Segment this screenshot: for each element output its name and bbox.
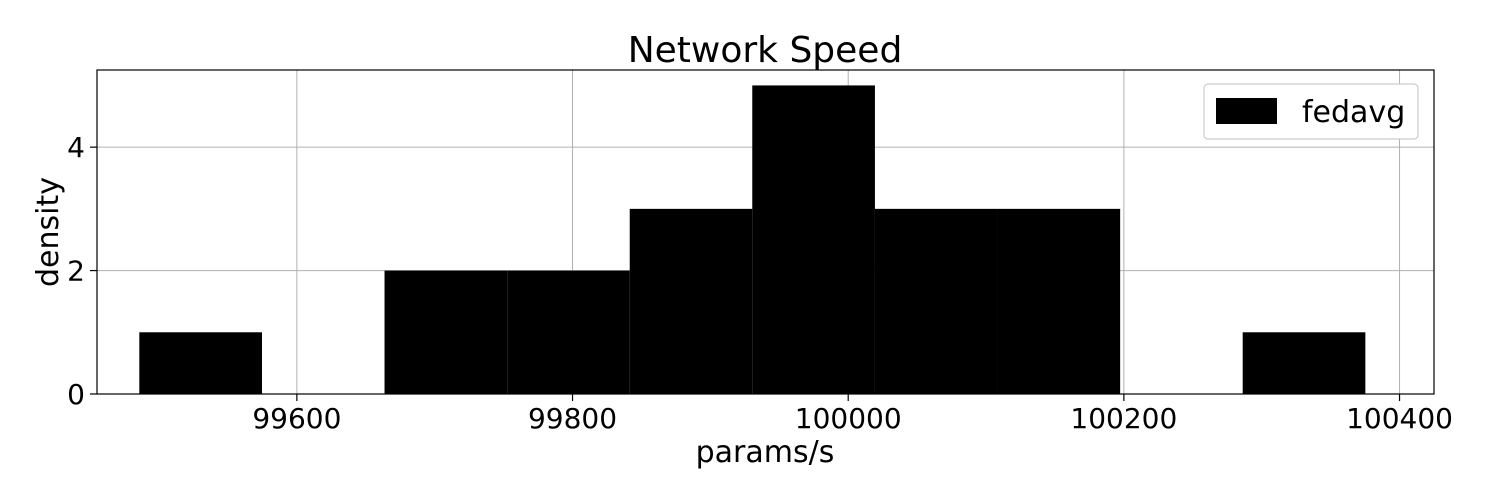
- histogram-bar: [507, 270, 630, 394]
- histogram-bar: [1242, 332, 1366, 394]
- histogram-bar: [629, 208, 753, 394]
- legend-swatch: [1216, 98, 1277, 124]
- legend: fedavg: [1203, 83, 1419, 140]
- x-axis-ticks: 99600 99800 100000 100200 100400: [252, 394, 1453, 435]
- histogram-bar: [384, 270, 508, 394]
- y-axis-label: density: [31, 177, 66, 287]
- histogram-bar: [997, 208, 1121, 394]
- y-tick-label: 0: [67, 378, 85, 411]
- x-axis-label: params/s: [696, 435, 835, 470]
- histogram-bar: [874, 208, 998, 394]
- histogram-bar: [752, 85, 875, 394]
- chart-title: Network Speed: [628, 30, 903, 71]
- y-tick-label: 4: [67, 131, 85, 164]
- x-tick-label: 100400: [1346, 402, 1453, 435]
- legend-label-fedavg: fedavg: [1302, 95, 1405, 130]
- histogram-bars: [139, 85, 1366, 394]
- plot-frame: [96, 69, 1435, 395]
- x-tick-label: 99600: [252, 402, 341, 435]
- histogram-bar: [139, 332, 262, 394]
- legend-frame: [1203, 83, 1419, 140]
- x-tick-label: 99800: [528, 402, 617, 435]
- y-axis-ticks: 0 2 4: [67, 131, 97, 411]
- x-tick-label: 100200: [1070, 402, 1177, 435]
- x-tick-label: 100000: [795, 402, 902, 435]
- y-tick-label: 2: [67, 255, 85, 288]
